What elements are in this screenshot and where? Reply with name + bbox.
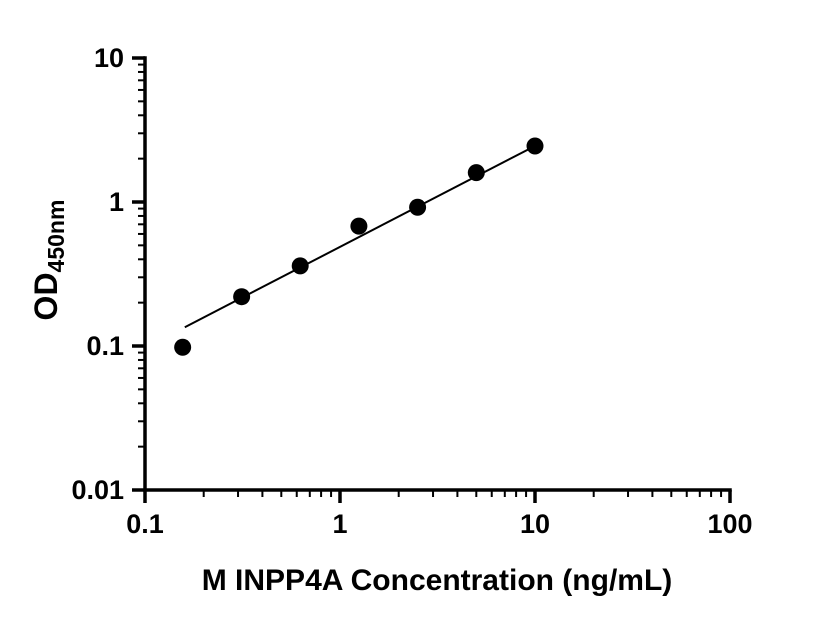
y-tick-label: 0.01 [71,475,124,505]
x-axis-title: M INPP4A Concentration (ng/mL) [202,564,673,597]
y-axis-title-main: OD [28,272,64,320]
data-point [467,164,485,182]
x-tick-label: 10 [520,509,550,539]
data-point [291,257,309,275]
y-tick-label: 1 [109,187,124,217]
y-tick-label: 10 [94,43,124,73]
x-tick-label: 0.1 [126,509,164,539]
data-point [174,338,192,356]
y-tick-label: 0.1 [86,331,124,361]
data-point [350,217,368,235]
data-point [526,137,544,155]
y-axis-title-sub: 450nm [43,200,69,273]
x-tick-label: 1 [332,509,347,539]
y-axis-title: OD450nm [28,200,69,321]
x-tick-label: 100 [707,509,752,539]
data-point [409,198,427,216]
axis-spines [143,56,732,492]
data-point [233,288,251,306]
